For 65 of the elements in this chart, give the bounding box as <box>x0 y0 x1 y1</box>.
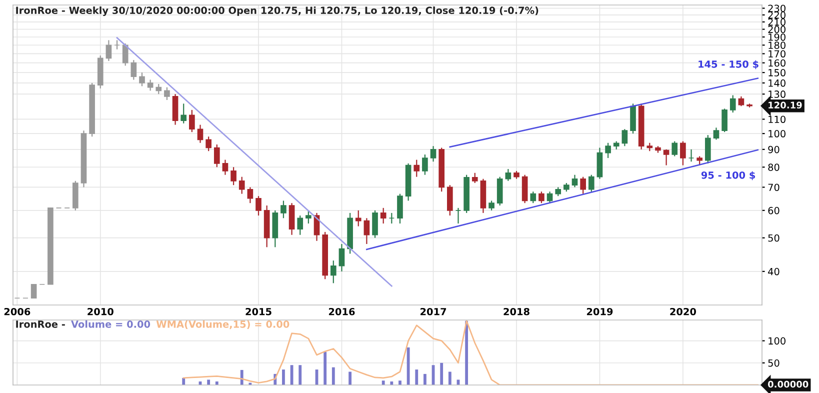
bar <box>406 347 410 385</box>
candlestick <box>488 200 494 211</box>
text: Volume = 0.00 <box>71 320 150 328</box>
bar <box>348 372 352 385</box>
y-tick-label: 110 <box>768 116 786 124</box>
bar <box>332 367 335 385</box>
candlestick <box>688 148 694 162</box>
bar <box>423 374 426 385</box>
y-tick-label: 50 <box>768 359 780 367</box>
candlestick <box>514 170 520 180</box>
x-tick-label: 2018 <box>504 308 530 316</box>
candlestick <box>114 40 120 50</box>
y-tick-label: 160 <box>768 59 786 67</box>
y-tick-label: 50 <box>768 234 780 242</box>
y-tick-label: 180 <box>768 42 786 49</box>
y-tick-label: 220 <box>768 11 786 19</box>
bar <box>324 352 327 385</box>
chart-title: IronRoe - <box>16 320 65 328</box>
y-tick-label: 80 <box>768 164 780 171</box>
bar <box>207 380 210 385</box>
bar <box>440 362 444 385</box>
x-tick-label: 2016 <box>328 308 355 316</box>
y-tick-label: 60 <box>768 206 780 214</box>
y-tick-label: 140 <box>768 79 786 87</box>
y-tick-label: 90 <box>768 146 780 154</box>
bar <box>415 370 418 385</box>
x-tick-label: 2017 <box>420 308 446 316</box>
bar <box>382 380 385 385</box>
y-tick-label: 70 <box>768 184 780 192</box>
annotation: 145 - 150 $ <box>698 60 758 70</box>
data-label: 0.00000 <box>768 380 808 388</box>
chart-title: IronRoe - Weekly 30/10/2020 00:00:00 Open 120.75, Hi 120.75, Lo 120.19, Close 120.19 (-0.7%) <box>16 6 538 16</box>
series-label: WMA(Volume,15) = 0.00 <box>156 320 290 330</box>
bar <box>298 365 302 385</box>
x-tick-label: 2020 <box>670 308 696 316</box>
annotation: 95 - 100 $ <box>701 171 756 180</box>
y-tick-label: 170 <box>768 50 786 58</box>
candlestick <box>139 72 145 87</box>
candlestick <box>472 172 478 184</box>
candlestick <box>455 207 462 224</box>
y-tick-label: 40 <box>768 268 780 276</box>
candlestick <box>746 103 752 108</box>
candlestick <box>30 284 37 299</box>
bar <box>282 370 285 385</box>
bar <box>290 365 294 385</box>
x-tick-label: 2015 <box>246 308 272 316</box>
y-tick-label: 210 <box>768 18 786 26</box>
y-tick-label: 200 <box>768 26 786 34</box>
y-tick-label: 100 <box>768 337 786 345</box>
y-tick-label: 100 <box>768 130 786 138</box>
x-tick-label: 2019 <box>586 308 613 316</box>
x-tick-label: 2010 <box>88 308 114 316</box>
text: 120.19 <box>768 102 802 109</box>
y-tick-label: 130 <box>768 90 786 98</box>
y-tick-label: 150 <box>768 69 786 76</box>
candlestick <box>306 210 312 224</box>
candlestick <box>164 86 170 101</box>
candlestick <box>388 212 395 224</box>
bar <box>448 372 452 385</box>
bar <box>398 380 402 385</box>
candlestick <box>48 208 54 285</box>
y-tick-label: 190 <box>768 33 786 41</box>
bar <box>182 378 186 385</box>
x-tick-label: 2006 <box>4 308 30 316</box>
bar <box>465 320 468 385</box>
